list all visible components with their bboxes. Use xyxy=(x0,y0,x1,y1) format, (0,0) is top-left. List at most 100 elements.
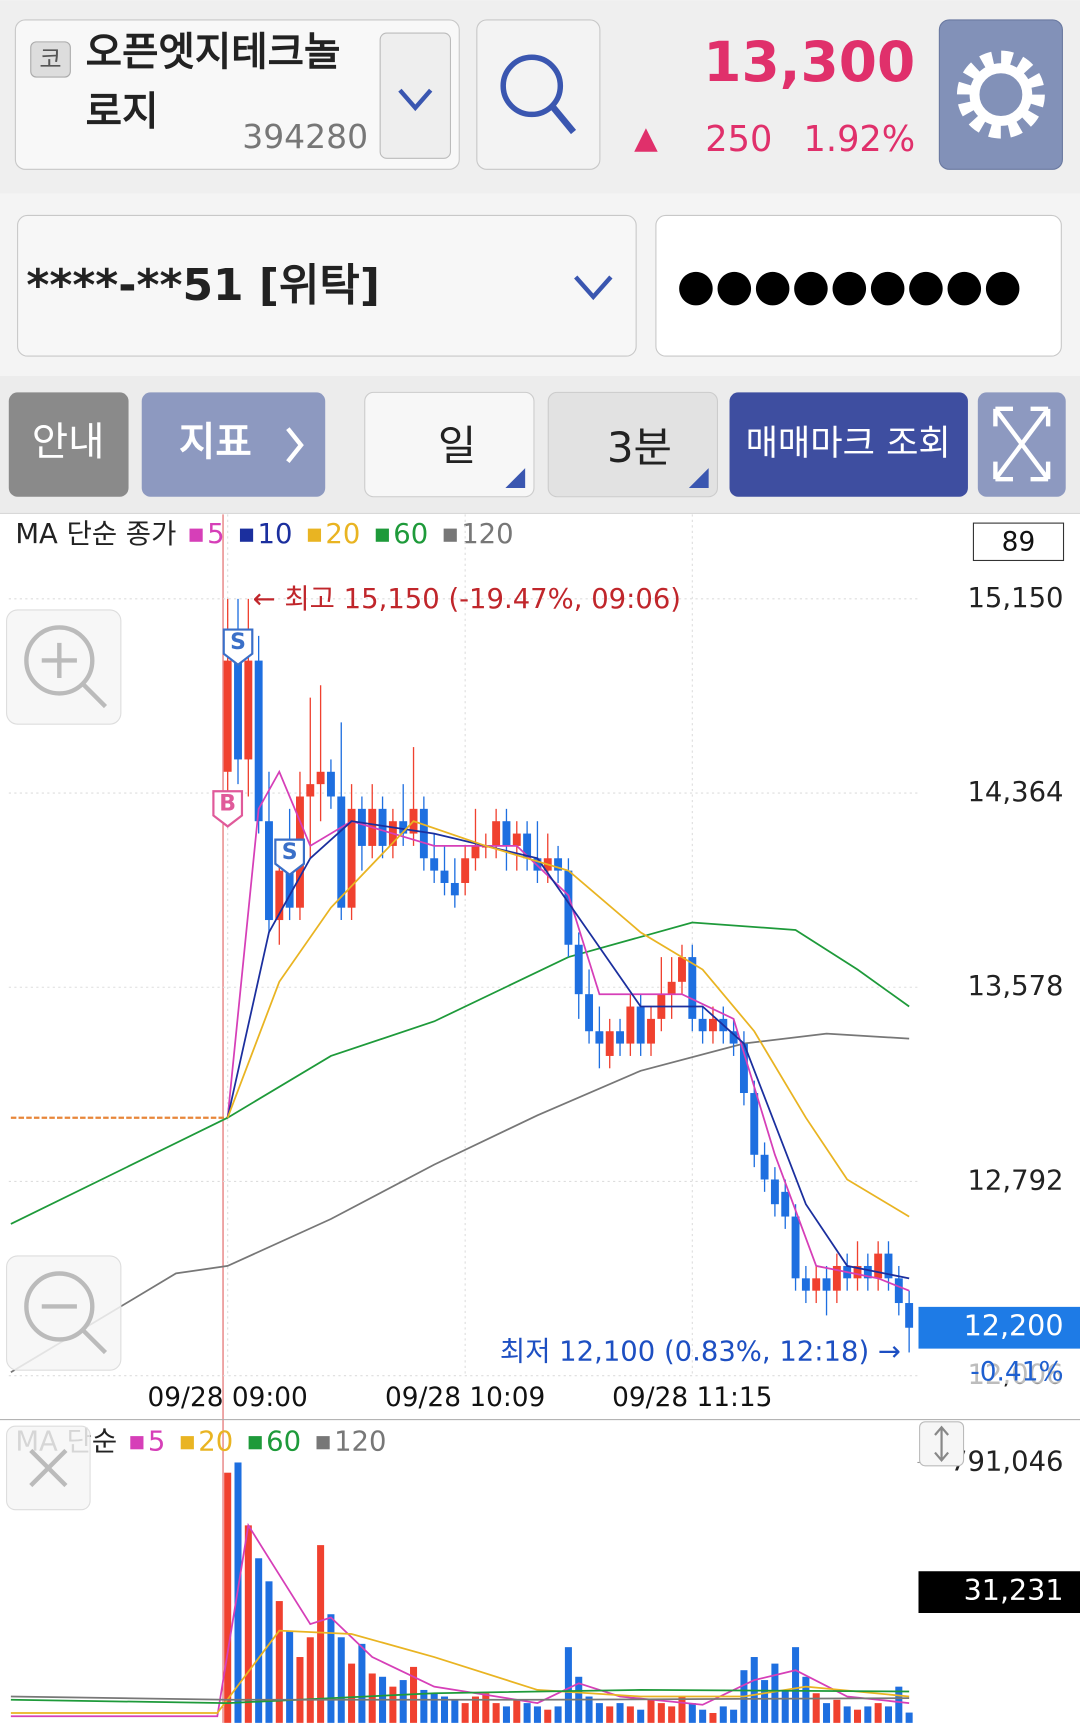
candle-body xyxy=(595,1031,604,1044)
volume-bar xyxy=(802,1676,810,1723)
volume-bar xyxy=(265,1581,273,1723)
button-label: 안내 xyxy=(32,420,105,466)
volume-bar xyxy=(461,1703,469,1723)
last-change: -0.41% xyxy=(970,1357,1063,1387)
volume-bar xyxy=(874,1703,882,1723)
count-box xyxy=(972,522,1065,562)
search-button[interactable] xyxy=(476,19,601,170)
legend-swatch xyxy=(239,528,254,542)
volume-bar xyxy=(606,1706,614,1723)
candle-body xyxy=(791,1216,800,1279)
interval-button[interactable] xyxy=(547,391,718,498)
x-tick-label: 09/28 10:09 xyxy=(385,1383,545,1413)
volume-bar xyxy=(761,1680,769,1723)
indicator-button[interactable] xyxy=(141,392,326,497)
volume-bar xyxy=(823,1703,831,1723)
guide-button[interactable] xyxy=(8,392,129,497)
volume-bar xyxy=(884,1706,893,1723)
current-price: 13,300 xyxy=(703,30,915,94)
volume-bar xyxy=(348,1663,356,1723)
volume-bar xyxy=(523,1703,531,1723)
volume-bar xyxy=(286,1630,294,1723)
ma-line xyxy=(10,1695,910,1701)
candle-body xyxy=(347,808,356,908)
period-button[interactable] xyxy=(364,391,535,498)
candle-body xyxy=(750,1093,759,1155)
candle-body xyxy=(254,660,263,822)
candle-body xyxy=(698,1018,707,1032)
candle-body xyxy=(337,796,346,908)
trade-mark xyxy=(222,628,254,667)
candle-body xyxy=(760,1154,769,1180)
y-tick-label: 15,150 xyxy=(967,583,1063,614)
volume-bar xyxy=(317,1545,325,1723)
candle-body xyxy=(863,1265,872,1279)
dropdown-button[interactable] xyxy=(379,32,452,159)
candle-body xyxy=(729,1031,738,1044)
button-label: 매매마크 조회 xyxy=(746,423,951,464)
volume-bar xyxy=(864,1706,872,1723)
candle-body xyxy=(512,833,521,846)
stock-code: 394280 xyxy=(242,117,368,156)
market-badge: 코 xyxy=(39,46,61,74)
volume-bar xyxy=(833,1699,841,1723)
ma-line xyxy=(10,1522,910,1718)
chart-layer: MA 단순 종가 5 10 20 60 120 89 15,150 14,364 13,578 12… xyxy=(8,514,1080,1723)
expand-icon xyxy=(993,406,1051,482)
candle-body xyxy=(832,1265,841,1291)
gear-icon xyxy=(956,50,1045,139)
password-input[interactable] xyxy=(655,214,1062,357)
legend-label: 5 xyxy=(207,519,224,550)
volume-bar xyxy=(502,1706,510,1723)
badge-bg xyxy=(30,41,71,78)
legend-swatch xyxy=(130,1436,144,1450)
ma-line xyxy=(226,820,910,1218)
trade-mark-button[interactable] xyxy=(729,392,968,497)
volume-bar xyxy=(430,1693,438,1723)
volume-bar xyxy=(905,1712,913,1723)
ma-line xyxy=(10,1689,910,1704)
corner-mark xyxy=(505,468,526,488)
volume-bar xyxy=(224,1472,232,1723)
candle-body xyxy=(275,870,284,921)
candle-body xyxy=(585,994,594,1032)
volume-bar xyxy=(564,1647,572,1723)
candle-body xyxy=(688,957,697,1019)
zoom-icon xyxy=(41,642,108,709)
candle-body xyxy=(419,808,428,859)
button-label: 일 xyxy=(438,421,476,470)
candle-body xyxy=(440,870,449,883)
stock-name: 로지 xyxy=(86,89,159,135)
candle-body xyxy=(265,821,273,921)
account-select[interactable] xyxy=(17,214,637,357)
candle-body xyxy=(605,1031,614,1056)
corner-mark xyxy=(688,468,709,488)
legend-label: 60 xyxy=(266,1427,301,1458)
y-tick-label: 791,046 xyxy=(950,1446,1064,1477)
candle-body xyxy=(316,771,325,785)
volume-bar xyxy=(657,1703,665,1723)
trade-mark-label: S xyxy=(230,630,246,655)
settings-button[interactable] xyxy=(938,19,1063,170)
chevron-icon xyxy=(398,88,433,112)
button-label: 지표 xyxy=(179,420,252,466)
x-tick-label: 09/28 09:00 xyxy=(148,1383,308,1413)
legend-title: MA 단순 종가 xyxy=(15,519,176,550)
password-mask: ●●●●●●●●● xyxy=(677,260,1022,311)
candle-body xyxy=(564,870,573,945)
volume-bar xyxy=(678,1696,686,1723)
volume-bar xyxy=(482,1693,490,1723)
stock-box[interactable] xyxy=(14,19,460,170)
volume-bar xyxy=(626,1706,634,1723)
volume-bar xyxy=(616,1703,624,1723)
candle-body xyxy=(450,882,459,896)
volume-bar xyxy=(544,1709,552,1723)
ma-line xyxy=(226,820,910,1280)
candle-body xyxy=(709,1018,717,1032)
y-tick-label: 14,364 xyxy=(967,777,1063,808)
candle-body xyxy=(884,1253,893,1279)
close-icon xyxy=(29,1448,68,1488)
volume-bar xyxy=(895,1686,903,1723)
legend-label: 60 xyxy=(393,519,428,550)
